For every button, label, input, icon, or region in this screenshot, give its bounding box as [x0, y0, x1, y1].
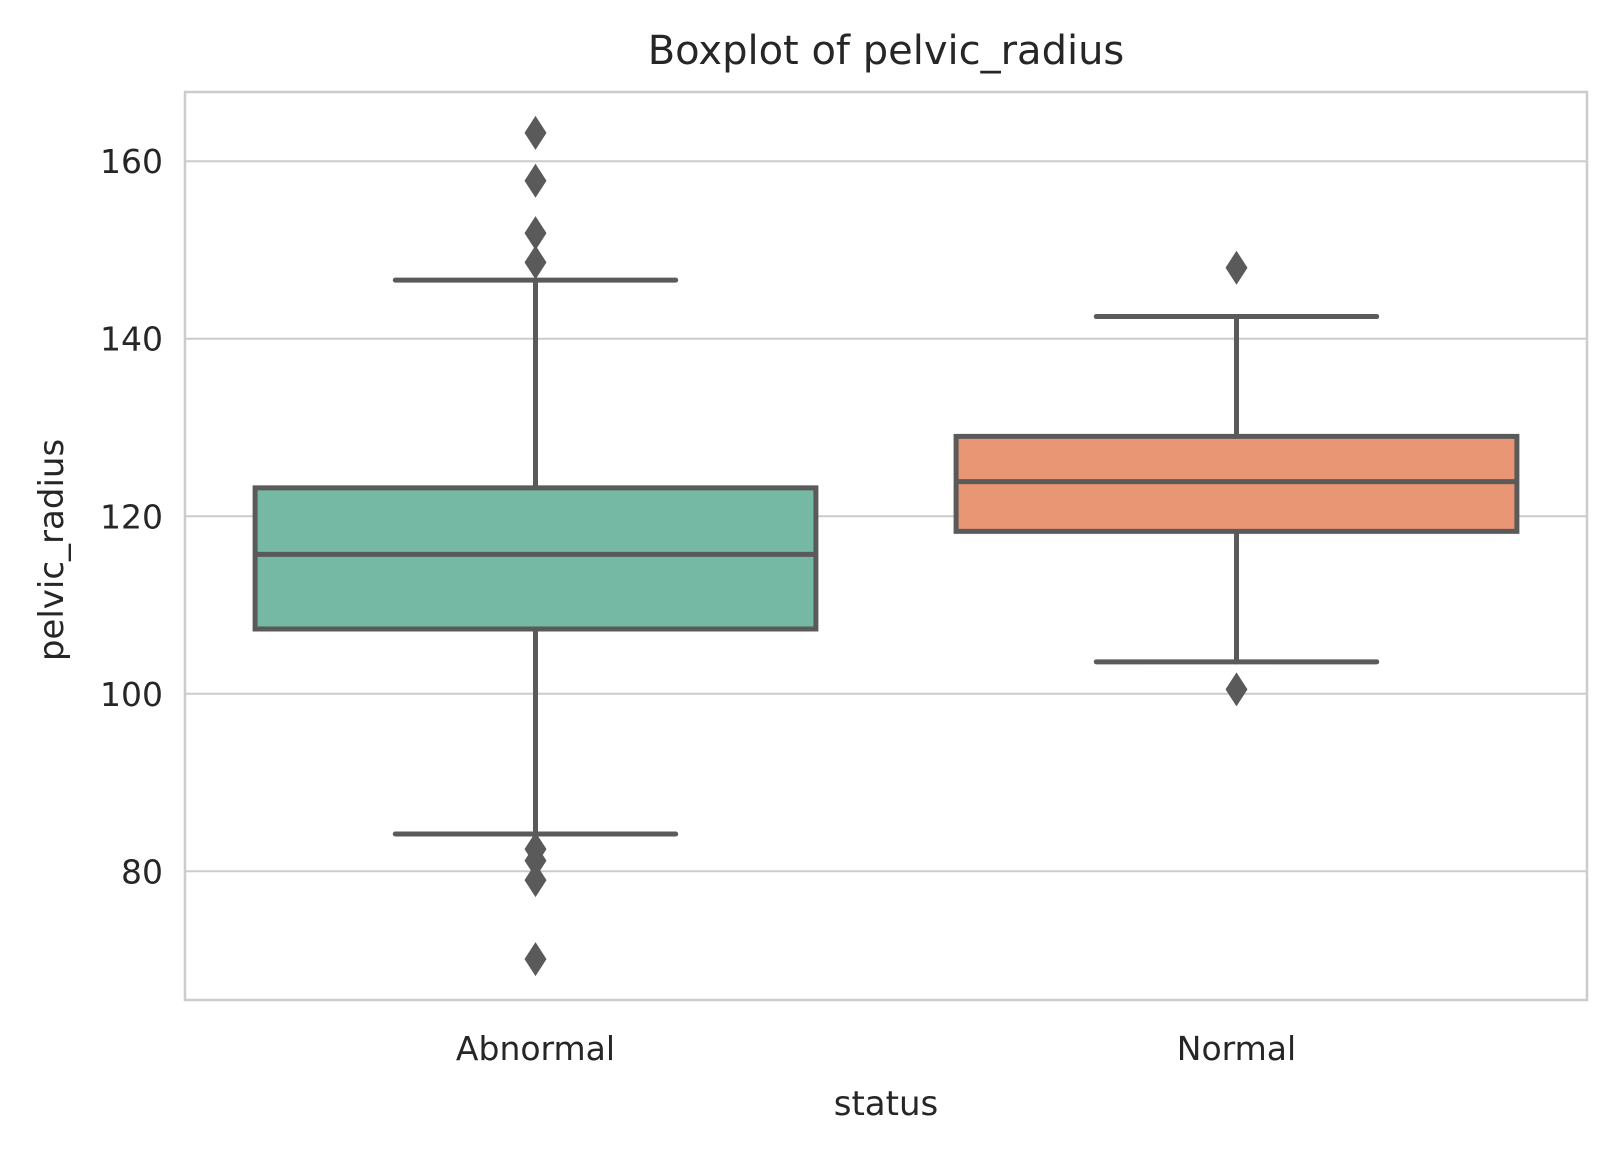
outlier-point: [524, 245, 547, 280]
iqr-box: [252, 485, 819, 632]
outlier-point: [1225, 250, 1248, 285]
outlier-point: [524, 863, 547, 898]
outlier-point: [524, 163, 547, 198]
x-tick-labels: Abnormal Normal: [456, 1029, 1296, 1068]
boxes: [252, 115, 1520, 977]
x-tick-label: Abnormal: [456, 1029, 615, 1068]
outlier-point: [524, 843, 547, 878]
outlier-point: [1225, 672, 1248, 707]
outlier-point: [524, 115, 547, 150]
box-normal: [953, 250, 1520, 707]
y-tick-label: 140: [100, 320, 163, 359]
plot-frame: [183, 90, 1589, 1002]
outlier-point: [524, 942, 547, 977]
chart-title: Boxplot of pelvic_radius: [648, 28, 1125, 74]
y-axis-label: pelvic_radius: [32, 439, 72, 661]
box-abnormal: [252, 115, 819, 977]
x-tick-label: Normal: [1177, 1029, 1296, 1068]
y-tick-label: 120: [100, 497, 163, 536]
y-tick-label: 100: [100, 675, 163, 714]
y-tick-label: 160: [100, 142, 163, 181]
outlier-point: [524, 216, 547, 251]
y-tick-labels: 80 100 120 140 160: [100, 142, 163, 891]
y-tick-label: 80: [121, 852, 163, 891]
x-axis-label: status: [834, 1084, 938, 1124]
